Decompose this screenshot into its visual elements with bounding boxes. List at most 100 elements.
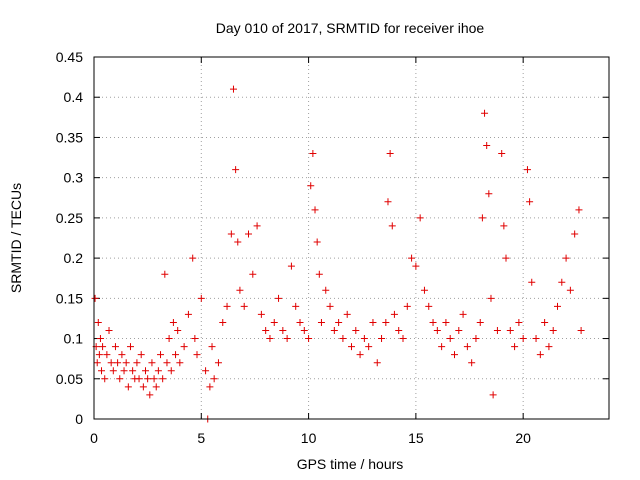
data-point [116, 375, 124, 383]
data-point [189, 254, 197, 262]
data-point [459, 310, 467, 318]
x-tick-label: 5 [197, 430, 205, 446]
data-point [390, 310, 398, 318]
data-point [369, 318, 377, 326]
data-point [105, 327, 113, 335]
data-point [384, 198, 392, 206]
data-point [519, 335, 527, 343]
data-point [498, 150, 506, 158]
data-point [142, 367, 149, 375]
data-point [174, 327, 182, 335]
data-point [148, 359, 156, 367]
data-point [408, 254, 416, 262]
x-tick-label: 15 [408, 430, 424, 446]
data-point [232, 166, 240, 174]
data-point [487, 294, 495, 302]
data-point [311, 206, 319, 214]
data-point [165, 335, 173, 343]
data-point [107, 359, 115, 367]
data-point [511, 343, 519, 351]
data-point [118, 351, 126, 359]
x-tick-label: 20 [515, 430, 531, 446]
data-point [245, 230, 252, 238]
data-point [157, 351, 165, 359]
data-point [575, 206, 583, 214]
data-point [483, 141, 491, 149]
data-point [343, 310, 351, 318]
data-point [352, 327, 360, 335]
data-point [571, 230, 579, 238]
data-point [313, 238, 321, 246]
data-point [463, 343, 471, 351]
data-point [167, 367, 175, 375]
data-point [206, 383, 214, 391]
data-point [446, 335, 454, 343]
data-point [412, 262, 420, 270]
data-point [378, 335, 386, 343]
data-point [500, 222, 508, 230]
data-point [111, 343, 119, 351]
data-point [506, 327, 514, 335]
data-point [154, 367, 162, 375]
data-point [191, 335, 199, 343]
y-axis-label: SRMTID / TECUs [8, 183, 24, 293]
data-point [472, 335, 480, 343]
data-point [172, 351, 180, 359]
data-point [139, 383, 147, 391]
data-point [554, 302, 561, 310]
data-point [339, 335, 347, 343]
data-point [348, 343, 355, 351]
data-point [129, 367, 137, 375]
data-point [305, 335, 313, 343]
data-point [388, 222, 396, 230]
data-point [133, 359, 141, 367]
y-tick-label: 0.35 [56, 129, 83, 145]
y-tick-label: 0.25 [56, 210, 83, 226]
data-point [549, 327, 557, 335]
data-point [114, 359, 122, 367]
data-point [365, 343, 373, 351]
data-point [309, 150, 317, 158]
data-point [326, 302, 334, 310]
data-point [103, 351, 111, 359]
data-point [109, 367, 117, 375]
data-point [442, 318, 450, 326]
data-point [95, 351, 103, 359]
x-axis-label: GPS time / hours [297, 456, 404, 472]
data-point [478, 214, 486, 222]
data-point [229, 85, 237, 93]
y-tick-label: 0 [75, 411, 83, 427]
data-point [122, 359, 130, 367]
data-point [146, 391, 154, 399]
data-point [227, 230, 235, 238]
y-tick-label: 0.05 [56, 371, 83, 387]
data-point [403, 302, 411, 310]
data-point [322, 286, 330, 294]
data-point [193, 351, 201, 359]
data-point [91, 294, 99, 302]
data-point [317, 318, 325, 326]
data-point [176, 359, 184, 367]
data-point [93, 359, 101, 367]
data-point [455, 327, 463, 335]
data-point [566, 286, 574, 294]
data-point [152, 383, 160, 391]
data-point [399, 335, 407, 343]
data-point [283, 335, 291, 343]
data-point [481, 109, 489, 117]
data-point [416, 214, 424, 222]
data-point [300, 327, 308, 335]
data-point [395, 327, 403, 335]
data-point [262, 327, 270, 335]
data-point [315, 270, 323, 278]
data-point [159, 375, 167, 383]
data-point [485, 190, 493, 198]
data-point [275, 294, 283, 302]
data-point [515, 318, 523, 326]
data-point [545, 343, 553, 351]
data-point [169, 318, 177, 326]
y-tick-label: 0.15 [56, 290, 83, 306]
y-tick-label: 0.45 [56, 49, 83, 65]
y-tick-label: 0.4 [64, 89, 84, 105]
